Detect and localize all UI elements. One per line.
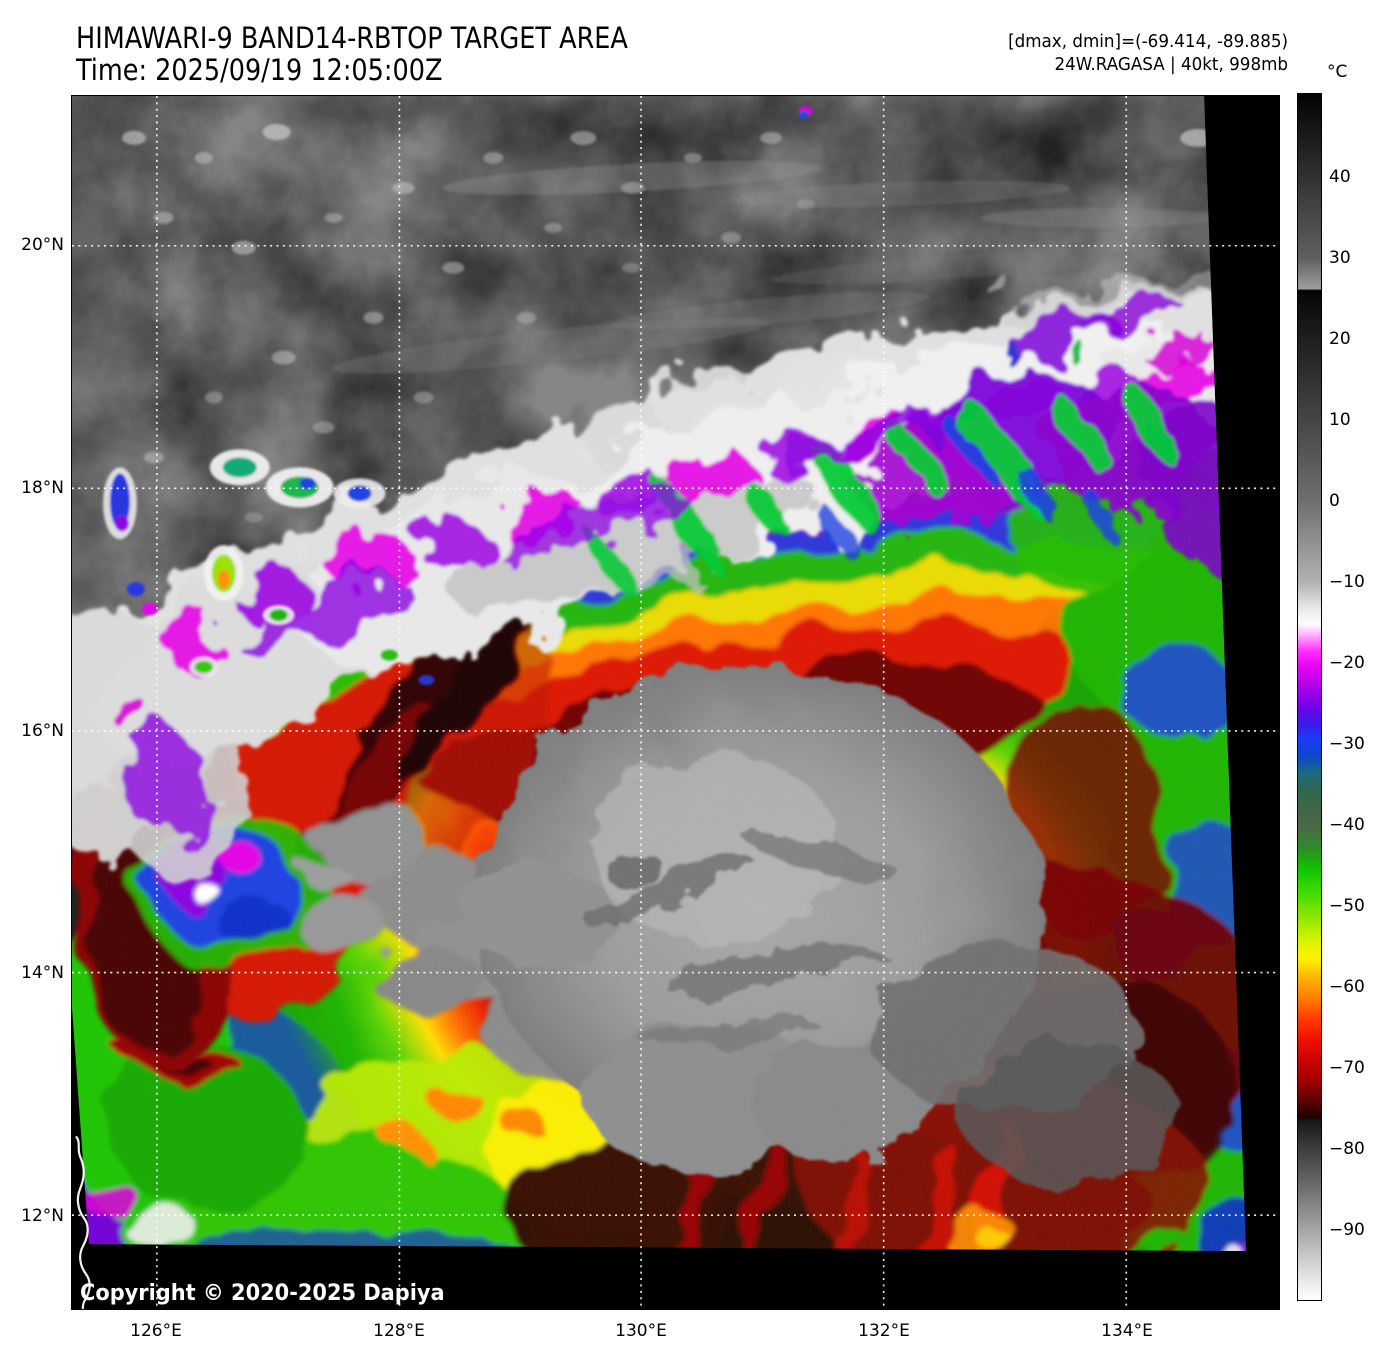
satellite-image — [72, 96, 1279, 1309]
lon-label: 126°E — [116, 1320, 196, 1342]
storm-info: 24W.RAGASA | 40kt, 998mb — [1008, 53, 1288, 76]
page-title: HIMAWARI-9 BAND14-RBTOP TARGET AREA — [76, 22, 628, 54]
colorbar-tick-label: −80 — [1329, 1138, 1389, 1160]
readout-block: [dmax, dmin]=(-69.414, -89.885) 24W.RAGA… — [1008, 30, 1288, 76]
colorbar-tick-label: −70 — [1329, 1057, 1389, 1079]
lon-label: 128°E — [359, 1320, 439, 1342]
lat-label: 18°N — [0, 477, 64, 499]
dmax-dmin-readout: [dmax, dmin]=(-69.414, -89.885) — [1008, 30, 1288, 53]
lat-label: 16°N — [0, 720, 64, 742]
map-plot-area — [71, 95, 1280, 1310]
lon-label: 130°E — [601, 1320, 681, 1342]
copyright-watermark: Copyright © 2020-2025 Dapiya — [80, 1281, 445, 1306]
colorbar-tick-label: −20 — [1329, 652, 1389, 674]
colorbar-tick-label: 0 — [1329, 490, 1389, 512]
colorbar-tick-label: −50 — [1329, 895, 1389, 917]
colorbar-tick-label: 30 — [1329, 247, 1389, 269]
colorbar — [1297, 93, 1322, 1301]
satellite-product-page: HIMAWARI-9 BAND14-RBTOP TARGET AREA Time… — [0, 0, 1390, 1359]
colorbar-tick-label: −40 — [1329, 814, 1389, 836]
colorbar-unit-label: °C — [1327, 62, 1347, 82]
lat-label: 20°N — [0, 234, 64, 256]
colorbar-tick-label: 40 — [1329, 166, 1389, 188]
colorbar-tick-label: 10 — [1329, 409, 1389, 431]
satellite-data-layer — [72, 96, 1279, 1309]
timestamp: Time: 2025/09/19 12:05:00Z — [76, 54, 628, 86]
lat-label: 14°N — [0, 962, 64, 984]
colorbar-tick-label: −30 — [1329, 733, 1389, 755]
lat-label: 12°N — [0, 1205, 64, 1227]
title-block: HIMAWARI-9 BAND14-RBTOP TARGET AREA Time… — [76, 22, 628, 86]
colorbar-tick-label: −90 — [1329, 1219, 1389, 1241]
lon-label: 134°E — [1087, 1320, 1167, 1342]
colorbar-tick-label: −10 — [1329, 571, 1389, 593]
lon-label: 132°E — [844, 1320, 924, 1342]
colorbar-tick-label: 20 — [1329, 328, 1389, 350]
colorbar-tick-label: −60 — [1329, 976, 1389, 998]
